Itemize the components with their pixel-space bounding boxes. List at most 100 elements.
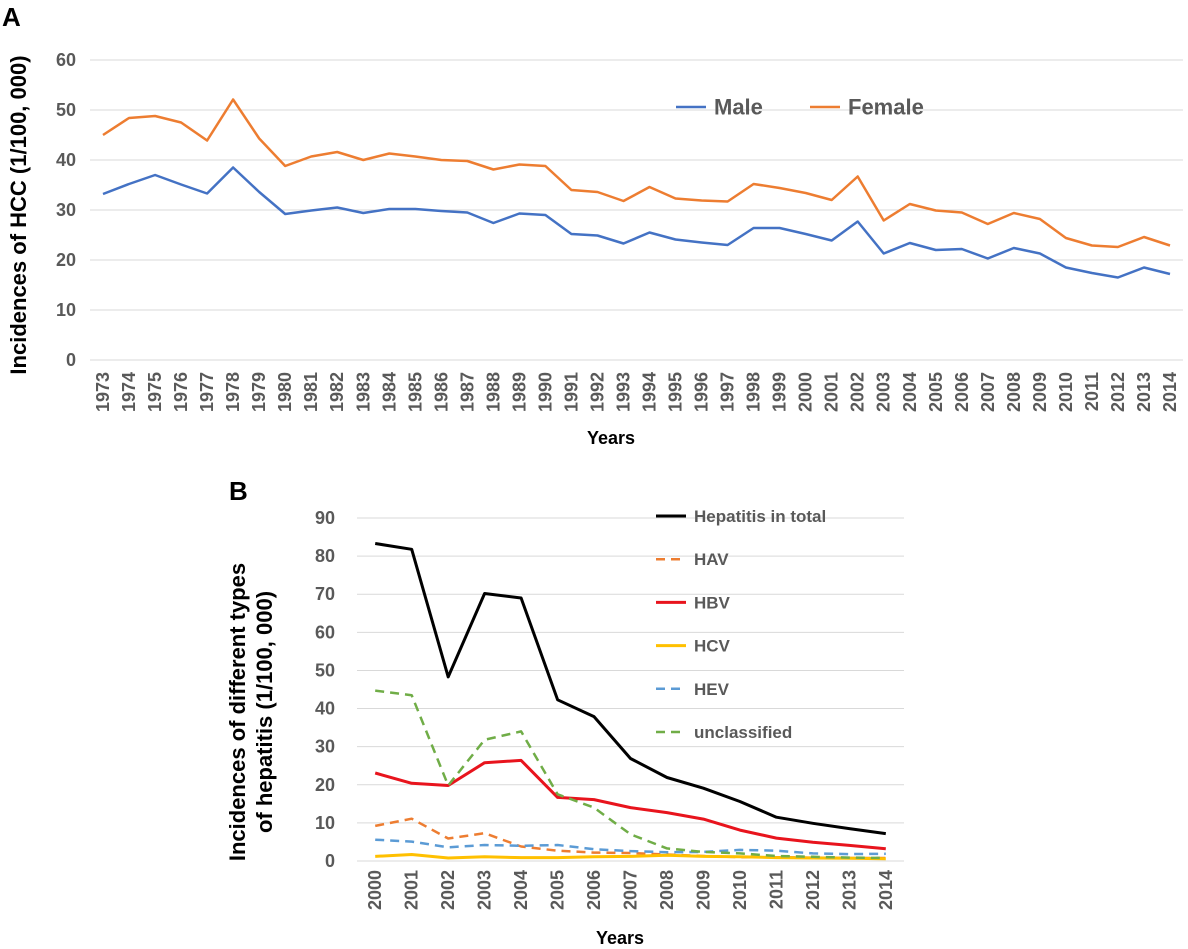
y-tick-label-a-30: 30: [56, 200, 76, 220]
y-tick-label-a-0: 0: [66, 350, 76, 370]
y-tick-label-b-60: 60: [315, 622, 335, 642]
y-tick-label-b-80: 80: [315, 546, 335, 566]
series-line-a-female: [102, 98, 1171, 249]
x-axis-label-a: Years: [587, 428, 635, 448]
y-tick-label-a-20: 20: [56, 250, 76, 270]
series-line-b-hav: [374, 817, 886, 860]
x-tick-label-a-1976: 1976: [171, 372, 191, 412]
chart-a: A Incidences of HCC (1/100, 000) 0 10 20 30…: [2, 2, 1183, 448]
legend-label-b-hev: HEV: [694, 680, 730, 699]
x-tick-label-a-1978: 1978: [223, 372, 243, 412]
x-tick-label-b-2005: 2005: [548, 870, 568, 910]
x-tick-label-a-2000: 2000: [796, 372, 816, 412]
legend-label-b-unclassified: unclassified: [694, 723, 792, 742]
y-tick-label-b-30: 30: [315, 737, 335, 757]
legend-label-b-hbv: HBV: [694, 593, 731, 612]
x-tick-label-a-2013: 2013: [1134, 372, 1154, 412]
x-tick-label-a-2007: 2007: [978, 372, 998, 412]
legend-a: Male Female: [676, 95, 924, 120]
x-tick-label-a-2005: 2005: [926, 372, 946, 412]
series-line-b-hepatitis-in-total: [374, 542, 887, 836]
x-tick-label-a-2014: 2014: [1160, 372, 1180, 412]
x-tick-label-b-2010: 2010: [730, 870, 750, 910]
y-tick-label-a-50: 50: [56, 100, 76, 120]
series-line-b-hev: [375, 838, 886, 856]
x-tick-label-b-2014: 2014: [876, 870, 896, 910]
x-tick-label-a-1979: 1979: [249, 372, 269, 412]
y-axis-label-a: Incidences of HCC (1/100, 000): [6, 55, 31, 374]
y-tick-label-b-70: 70: [315, 584, 335, 604]
x-tick-label-a-2006: 2006: [952, 372, 972, 412]
x-tick-label-a-1993: 1993: [613, 372, 633, 412]
panel-label-b: B: [229, 476, 248, 506]
x-tick-label-b-2002: 2002: [438, 870, 458, 910]
legend-b: Hepatitis in total HAV HBV HCV HEV unclassifi…: [656, 507, 826, 742]
series-line-a-male: [102, 166, 1171, 279]
x-tick-label-a-2009: 2009: [1030, 372, 1050, 412]
x-tick-label-a-2001: 2001: [822, 372, 842, 412]
x-tick-label-b-2004: 2004: [511, 870, 531, 910]
y-axis-label-b-line1: Incidences of different types: [225, 563, 250, 861]
x-tick-label-b-2012: 2012: [803, 870, 823, 910]
x-tick-label-a-1985: 1985: [405, 372, 425, 412]
series-line-b-hbv: [374, 758, 886, 851]
x-tick-label-a-1987: 1987: [457, 372, 477, 412]
x-tick-label-b-2013: 2013: [839, 870, 859, 910]
y-tick-label-b-10: 10: [315, 813, 335, 833]
x-tick-label-a-1998: 1998: [744, 372, 764, 412]
x-tick-label-b-2009: 2009: [693, 870, 713, 910]
x-tick-label-a-2011: 2011: [1082, 372, 1102, 411]
x-tick-label-a-1986: 1986: [431, 372, 451, 412]
x-tick-label-a-1973: 1973: [93, 372, 113, 412]
x-tick-label-a-1984: 1984: [379, 372, 399, 412]
x-tick-label-a-2012: 2012: [1108, 372, 1128, 412]
x-tick-label-a-1992: 1992: [587, 372, 607, 412]
y-tick-label-b-20: 20: [315, 775, 335, 795]
x-tick-label-a-2003: 2003: [874, 372, 894, 412]
panel-label-a: A: [2, 2, 21, 32]
series-line-b-unclassified: [375, 689, 886, 860]
x-tick-label-b-2001: 2001: [402, 870, 422, 910]
x-tick-label-b-2006: 2006: [584, 870, 604, 910]
gridlines-b: [357, 517, 904, 862]
y-tick-label-b-50: 50: [315, 660, 335, 680]
x-tick-label-b-2011: 2011: [766, 870, 786, 909]
chart-b: B Incidences of different types of hepat…: [225, 476, 904, 948]
legend-label-a-female: Female: [848, 95, 924, 120]
x-tick-label-a-2004: 2004: [900, 372, 920, 412]
x-tick-label-a-1989: 1989: [509, 372, 529, 412]
y-tick-label-a-10: 10: [56, 300, 76, 320]
x-tick-label-a-2008: 2008: [1004, 372, 1024, 412]
x-tick-label-b-2008: 2008: [657, 870, 677, 910]
y-tick-label-a-60: 60: [56, 50, 76, 70]
y-tick-label-a-40: 40: [56, 150, 76, 170]
x-tick-label-a-1982: 1982: [327, 372, 347, 412]
legend-label-b-hepatitis-in-total: Hepatitis in total: [694, 507, 826, 526]
legend-label-a-male: Male: [714, 95, 763, 120]
series-line-b-hcv: [375, 853, 886, 861]
x-tick-label-a-1991: 1991: [561, 372, 581, 412]
y-tick-label-b-40: 40: [315, 699, 335, 719]
x-tick-label-a-1974: 1974: [119, 372, 139, 412]
x-tick-label-a-1977: 1977: [197, 372, 217, 412]
gridlines-a: [90, 59, 1183, 361]
x-tick-label-a-1999: 1999: [770, 372, 790, 412]
y-tick-label-b-90: 90: [315, 508, 335, 528]
x-tick-label-a-1995: 1995: [666, 372, 686, 412]
x-tick-label-b-2000: 2000: [365, 870, 385, 910]
y-ticks-b: 0 10 20 30 40 50 60 70 80 90: [315, 508, 335, 871]
x-tick-label-a-1981: 1981: [301, 372, 321, 412]
x-tick-label-a-1990: 1990: [535, 372, 555, 412]
x-tick-label-a-1975: 1975: [145, 372, 165, 412]
x-tick-label-a-1980: 1980: [275, 372, 295, 412]
x-tick-label-a-1983: 1983: [353, 372, 373, 412]
x-tick-label-a-1994: 1994: [640, 372, 660, 412]
x-tick-label-a-1997: 1997: [718, 372, 738, 412]
y-tick-label-b-0: 0: [325, 851, 335, 871]
x-tick-label-a-2010: 2010: [1056, 372, 1076, 412]
x-ticks-b: 2000 2001 2002 2003 2004 2005 2006 2007 2008 2009…: [365, 870, 896, 910]
x-tick-label-a-2002: 2002: [848, 372, 868, 412]
series-group-a: [102, 98, 1171, 279]
x-axis-label-b: Years: [596, 928, 644, 948]
